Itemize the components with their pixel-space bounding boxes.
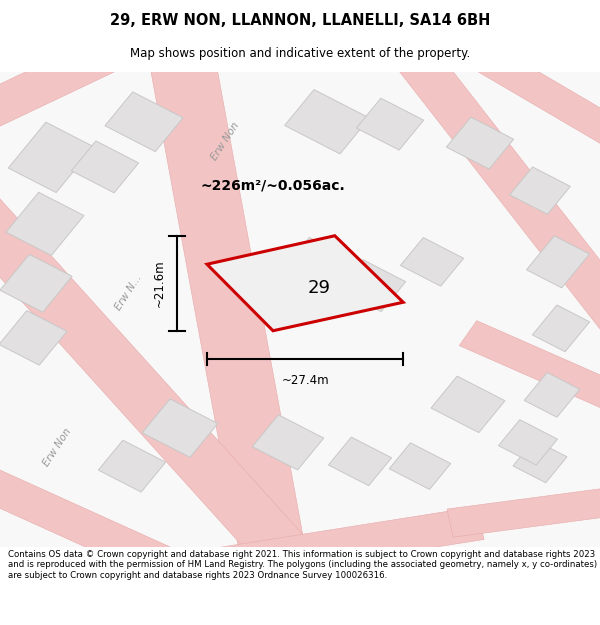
Polygon shape [400,238,464,286]
Polygon shape [446,118,514,169]
Polygon shape [6,192,84,256]
Text: Erw N…: Erw N… [114,273,144,312]
Polygon shape [176,507,484,587]
Polygon shape [207,236,403,331]
Polygon shape [284,89,370,154]
Polygon shape [8,122,94,192]
Text: Contains OS data © Crown copyright and database right 2021. This information is : Contains OS data © Crown copyright and d… [8,550,597,580]
Text: ~226m²/~0.056ac.: ~226m²/~0.056ac. [201,179,346,193]
Text: Map shows position and indicative extent of the property.: Map shows position and indicative extent… [130,48,470,61]
Polygon shape [328,437,392,486]
Polygon shape [0,32,132,135]
Text: Erw Non: Erw Non [41,426,73,468]
Polygon shape [0,192,323,584]
Text: 29: 29 [308,279,331,297]
Polygon shape [459,321,600,417]
Polygon shape [105,92,183,152]
Polygon shape [0,311,67,365]
Polygon shape [447,486,600,537]
Polygon shape [389,443,451,489]
Polygon shape [0,254,72,312]
Polygon shape [252,415,324,470]
Polygon shape [513,440,567,483]
Polygon shape [0,461,190,585]
Polygon shape [148,44,308,574]
Text: 29, ERW NON, LLANNON, LLANELLI, SA14 6BH: 29, ERW NON, LLANNON, LLANELLI, SA14 6BH [110,12,490,28]
Text: ~27.4m: ~27.4m [281,374,329,388]
Polygon shape [98,440,166,492]
Polygon shape [338,260,406,311]
Polygon shape [280,238,362,301]
Polygon shape [233,262,301,314]
Polygon shape [142,399,218,458]
Polygon shape [524,372,580,418]
Text: Erw Non: Erw Non [209,120,241,162]
Polygon shape [499,420,557,465]
Polygon shape [431,376,505,432]
Polygon shape [389,39,600,342]
Polygon shape [71,141,139,192]
Polygon shape [120,29,480,67]
Polygon shape [457,37,600,154]
Polygon shape [532,305,590,352]
Polygon shape [356,98,424,150]
Polygon shape [526,236,590,288]
Polygon shape [509,167,571,214]
Text: ~21.6m: ~21.6m [153,259,166,307]
